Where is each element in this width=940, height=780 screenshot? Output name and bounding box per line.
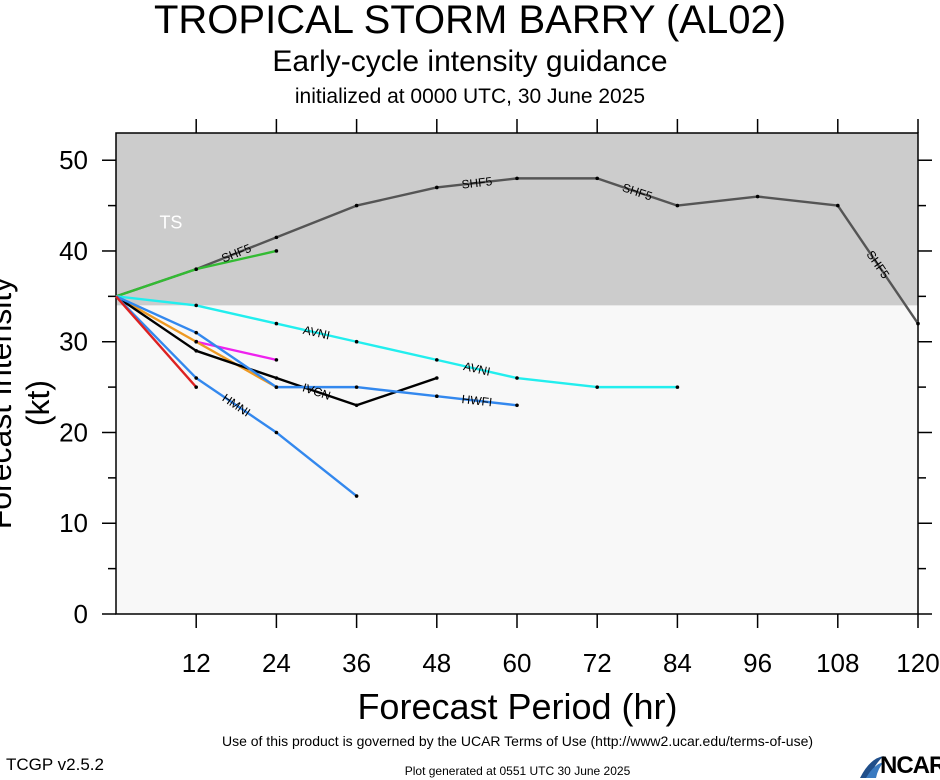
series-point bbox=[435, 394, 439, 398]
series-point bbox=[836, 203, 840, 208]
x-tick-label: 120 bbox=[896, 648, 939, 678]
series-point bbox=[354, 203, 359, 208]
y-tick-label: 40 bbox=[59, 236, 88, 266]
x-tick-label: 24 bbox=[262, 648, 291, 678]
series-point bbox=[194, 349, 198, 353]
series-point bbox=[274, 430, 279, 435]
y-tick-label: 50 bbox=[59, 145, 88, 175]
series-line bbox=[195, 340, 277, 362]
series-point bbox=[194, 385, 198, 389]
y-axis-label: Forecast Intensity (kt) bbox=[0, 276, 56, 530]
series-point bbox=[274, 321, 279, 326]
series-point bbox=[435, 376, 439, 380]
series-point bbox=[354, 403, 359, 408]
series-point bbox=[515, 176, 519, 181]
series-point bbox=[274, 385, 279, 389]
series-point bbox=[435, 358, 439, 362]
series-point bbox=[675, 203, 680, 208]
y-tick-label: 20 bbox=[59, 417, 88, 447]
chart-subtitle: Early-cycle intensity guidance bbox=[272, 45, 668, 78]
series-point bbox=[274, 358, 279, 362]
series-point bbox=[194, 339, 198, 344]
x-axis-label: Forecast Period (hr) bbox=[357, 686, 678, 727]
y-tick-label: 0 bbox=[74, 599, 88, 629]
x-tick-label: 108 bbox=[816, 648, 859, 678]
series-point bbox=[354, 494, 359, 498]
series-point bbox=[595, 385, 599, 389]
series-line bbox=[115, 295, 518, 407]
series-point bbox=[274, 235, 279, 240]
band-label: TS bbox=[159, 212, 182, 232]
series-point bbox=[515, 376, 519, 380]
ncar-logo: NCAR bbox=[858, 752, 940, 780]
x-tick-label: 96 bbox=[743, 648, 772, 678]
series-point bbox=[755, 194, 760, 199]
series-line bbox=[115, 295, 678, 389]
init-time: initialized at 0000 UTC, 30 June 2025 bbox=[294, 85, 646, 108]
series-point bbox=[274, 249, 279, 253]
series-line bbox=[115, 295, 198, 388]
series-point bbox=[916, 321, 920, 326]
model-label: HWFI bbox=[461, 392, 493, 409]
series-point bbox=[595, 176, 599, 181]
x-tick-label: 60 bbox=[503, 648, 532, 678]
y-tick-label: 10 bbox=[59, 508, 88, 538]
series-point bbox=[194, 330, 198, 335]
series-point bbox=[194, 267, 198, 271]
series-line bbox=[115, 295, 358, 497]
series-point bbox=[675, 385, 680, 389]
x-tick-label: 12 bbox=[182, 648, 211, 678]
series-point bbox=[354, 385, 359, 389]
y-tick-label: 30 bbox=[59, 327, 88, 357]
model-label: AVNI bbox=[302, 323, 332, 343]
model-label: AVNI bbox=[462, 359, 492, 379]
terms-of-use: Use of this product is governed by the U… bbox=[221, 733, 814, 749]
intensity-band bbox=[116, 305, 918, 614]
model-label: SHF5 bbox=[461, 174, 493, 191]
ncar-logo-text: NCAR bbox=[880, 752, 940, 779]
x-tick-label: 84 bbox=[663, 648, 692, 678]
ncar-swoosh-icon bbox=[860, 756, 884, 778]
generated-time: Plot generated at 0551 UTC 30 June 2025 bbox=[404, 764, 631, 778]
x-tick-label: 72 bbox=[583, 648, 612, 678]
series-point bbox=[354, 339, 359, 344]
x-tick-label: 48 bbox=[422, 648, 451, 678]
chart-title: TROPICAL STORM BARRY (AL02) bbox=[153, 0, 787, 42]
series-point bbox=[274, 376, 279, 380]
series-point bbox=[435, 185, 439, 190]
series-point bbox=[194, 303, 198, 308]
version-label: TCGP v2.5.2 bbox=[6, 755, 104, 774]
intensity-band bbox=[116, 133, 918, 306]
x-tick-label: 36 bbox=[342, 648, 371, 678]
series-point bbox=[515, 403, 519, 408]
series-point bbox=[194, 376, 198, 380]
